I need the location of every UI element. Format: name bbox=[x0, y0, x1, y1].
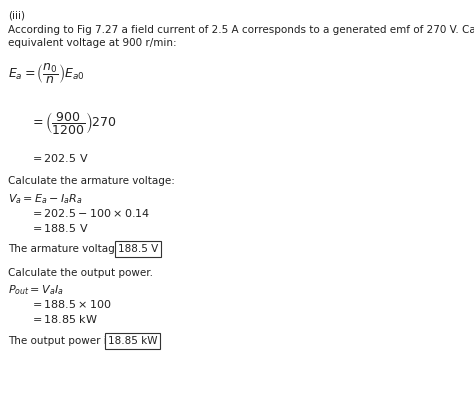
Text: $= \left(\dfrac{900}{1200}\right)270$: $= \left(\dfrac{900}{1200}\right)270$ bbox=[30, 110, 117, 136]
Text: 18.85 kW: 18.85 kW bbox=[108, 336, 157, 346]
Text: According to Fig 7.27 a field current of 2.5 A corresponds to a generated emf of: According to Fig 7.27 a field current of… bbox=[8, 25, 474, 35]
Text: $= 202.5\ \mathrm{V}$: $= 202.5\ \mathrm{V}$ bbox=[30, 152, 89, 164]
Text: $= 188.5\ \mathrm{V}$: $= 188.5\ \mathrm{V}$ bbox=[30, 222, 89, 234]
Text: Calculate the output power.: Calculate the output power. bbox=[8, 268, 153, 278]
Text: $= 18.85\ \mathrm{kW}$: $= 18.85\ \mathrm{kW}$ bbox=[30, 313, 98, 325]
Text: (iii): (iii) bbox=[8, 10, 25, 20]
Text: The armature voltage is: The armature voltage is bbox=[8, 244, 136, 254]
Text: 188.5 V: 188.5 V bbox=[118, 244, 158, 254]
Text: $E_a = \left(\dfrac{n_0}{n}\right) E_{a0}$: $E_a = \left(\dfrac{n_0}{n}\right) E_{a0… bbox=[8, 62, 84, 86]
Text: equivalent voltage at 900 r/min:: equivalent voltage at 900 r/min: bbox=[8, 38, 177, 48]
Text: $= 202.5 - 100 \times 0.14$: $= 202.5 - 100 \times 0.14$ bbox=[30, 207, 150, 219]
Text: $= 188.5 \times 100$: $= 188.5 \times 100$ bbox=[30, 298, 112, 310]
Text: $V_a = E_a - I_a R_a$: $V_a = E_a - I_a R_a$ bbox=[8, 192, 82, 206]
Text: $P_{out} = V_a I_a$: $P_{out} = V_a I_a$ bbox=[8, 283, 64, 297]
Text: The output power is: The output power is bbox=[8, 336, 116, 346]
Text: Calculate the armature voltage:: Calculate the armature voltage: bbox=[8, 176, 175, 186]
